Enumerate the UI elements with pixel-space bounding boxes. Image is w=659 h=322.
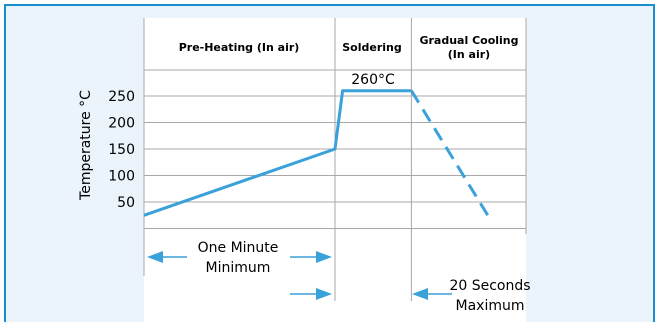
y-tick-labels: 50 100 150 200 250 bbox=[108, 89, 135, 211]
cooling-duration-annotation: 20 Seconds Maximum bbox=[290, 278, 531, 314]
profile-series bbox=[143, 89, 490, 217]
phase-label-cooling-line1: Gradual Cooling bbox=[419, 34, 518, 47]
preheat-duration-annotation: One Minute Minimum bbox=[147, 240, 332, 276]
preheat-duration-line2: Minimum bbox=[206, 260, 271, 276]
arrow-left-icon bbox=[412, 288, 452, 300]
y-tick-label: 50 bbox=[117, 195, 135, 211]
y-tick-label: 100 bbox=[108, 169, 135, 185]
y-tick-label: 150 bbox=[108, 142, 135, 158]
arrow-left-icon bbox=[147, 251, 187, 263]
cooling-duration-line2: Maximum bbox=[456, 298, 525, 314]
cooling-duration-line1: 20 Seconds bbox=[449, 278, 530, 294]
arrow-right-icon bbox=[290, 288, 332, 300]
y-tick-label: 200 bbox=[108, 116, 135, 132]
y-tick-label: 250 bbox=[108, 89, 135, 105]
y-axis-label: Temperature °C bbox=[78, 90, 94, 201]
arrow-right-icon bbox=[290, 251, 332, 263]
phase-label-preheating: Pre-Heating (In air) bbox=[179, 41, 300, 54]
phase-label-soldering: Soldering bbox=[342, 41, 402, 54]
preheat-duration-line1: One Minute bbox=[198, 240, 279, 256]
phase-label-cooling-line2: (In air) bbox=[448, 48, 490, 61]
peak-temperature-label: 260°C bbox=[351, 72, 395, 88]
series-line-solid bbox=[143, 89, 412, 217]
series-line-dashed bbox=[410, 89, 490, 217]
